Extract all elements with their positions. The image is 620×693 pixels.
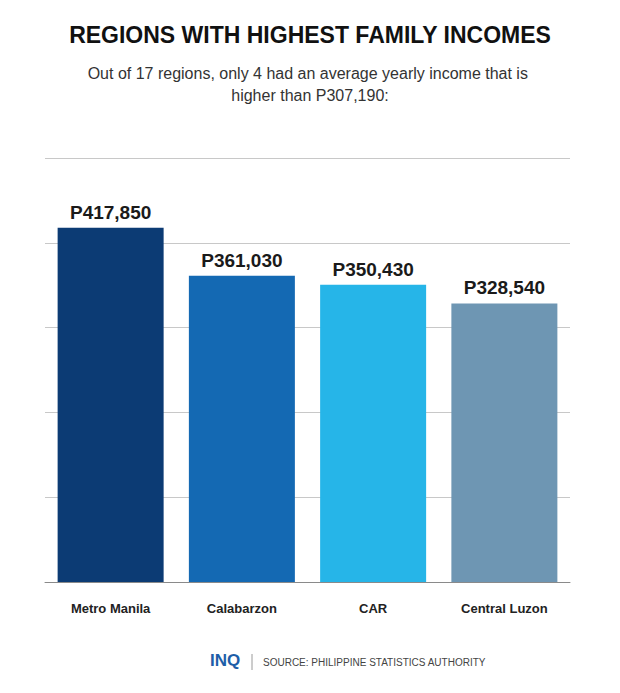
svg-text:SOURCE: PHILIPPINE STATISTICS: SOURCE: PHILIPPINE STATISTICS AUTHORITY bbox=[263, 657, 486, 668]
svg-text:Metro Manila: Metro Manila bbox=[71, 601, 151, 616]
svg-text:REGIONS WITH HIGHEST FAMILY IN: REGIONS WITH HIGHEST FAMILY INCOMES bbox=[69, 22, 551, 48]
svg-text:P417,850: P417,850 bbox=[70, 202, 151, 223]
svg-text:P361,030: P361,030 bbox=[201, 250, 282, 271]
svg-text:P328,540: P328,540 bbox=[464, 277, 545, 298]
svg-text:Central Luzon: Central Luzon bbox=[461, 601, 548, 616]
svg-text:CAR: CAR bbox=[359, 601, 388, 616]
svg-text:Calabarzon: Calabarzon bbox=[207, 601, 277, 616]
svg-text:Out of 17 regions, only 4 had: Out of 17 regions, only 4 had an average… bbox=[88, 65, 533, 82]
svg-text:P350,430: P350,430 bbox=[332, 259, 413, 280]
svg-text:higher than P307,190:: higher than P307,190: bbox=[231, 87, 388, 104]
svg-text:INQ: INQ bbox=[210, 651, 240, 670]
